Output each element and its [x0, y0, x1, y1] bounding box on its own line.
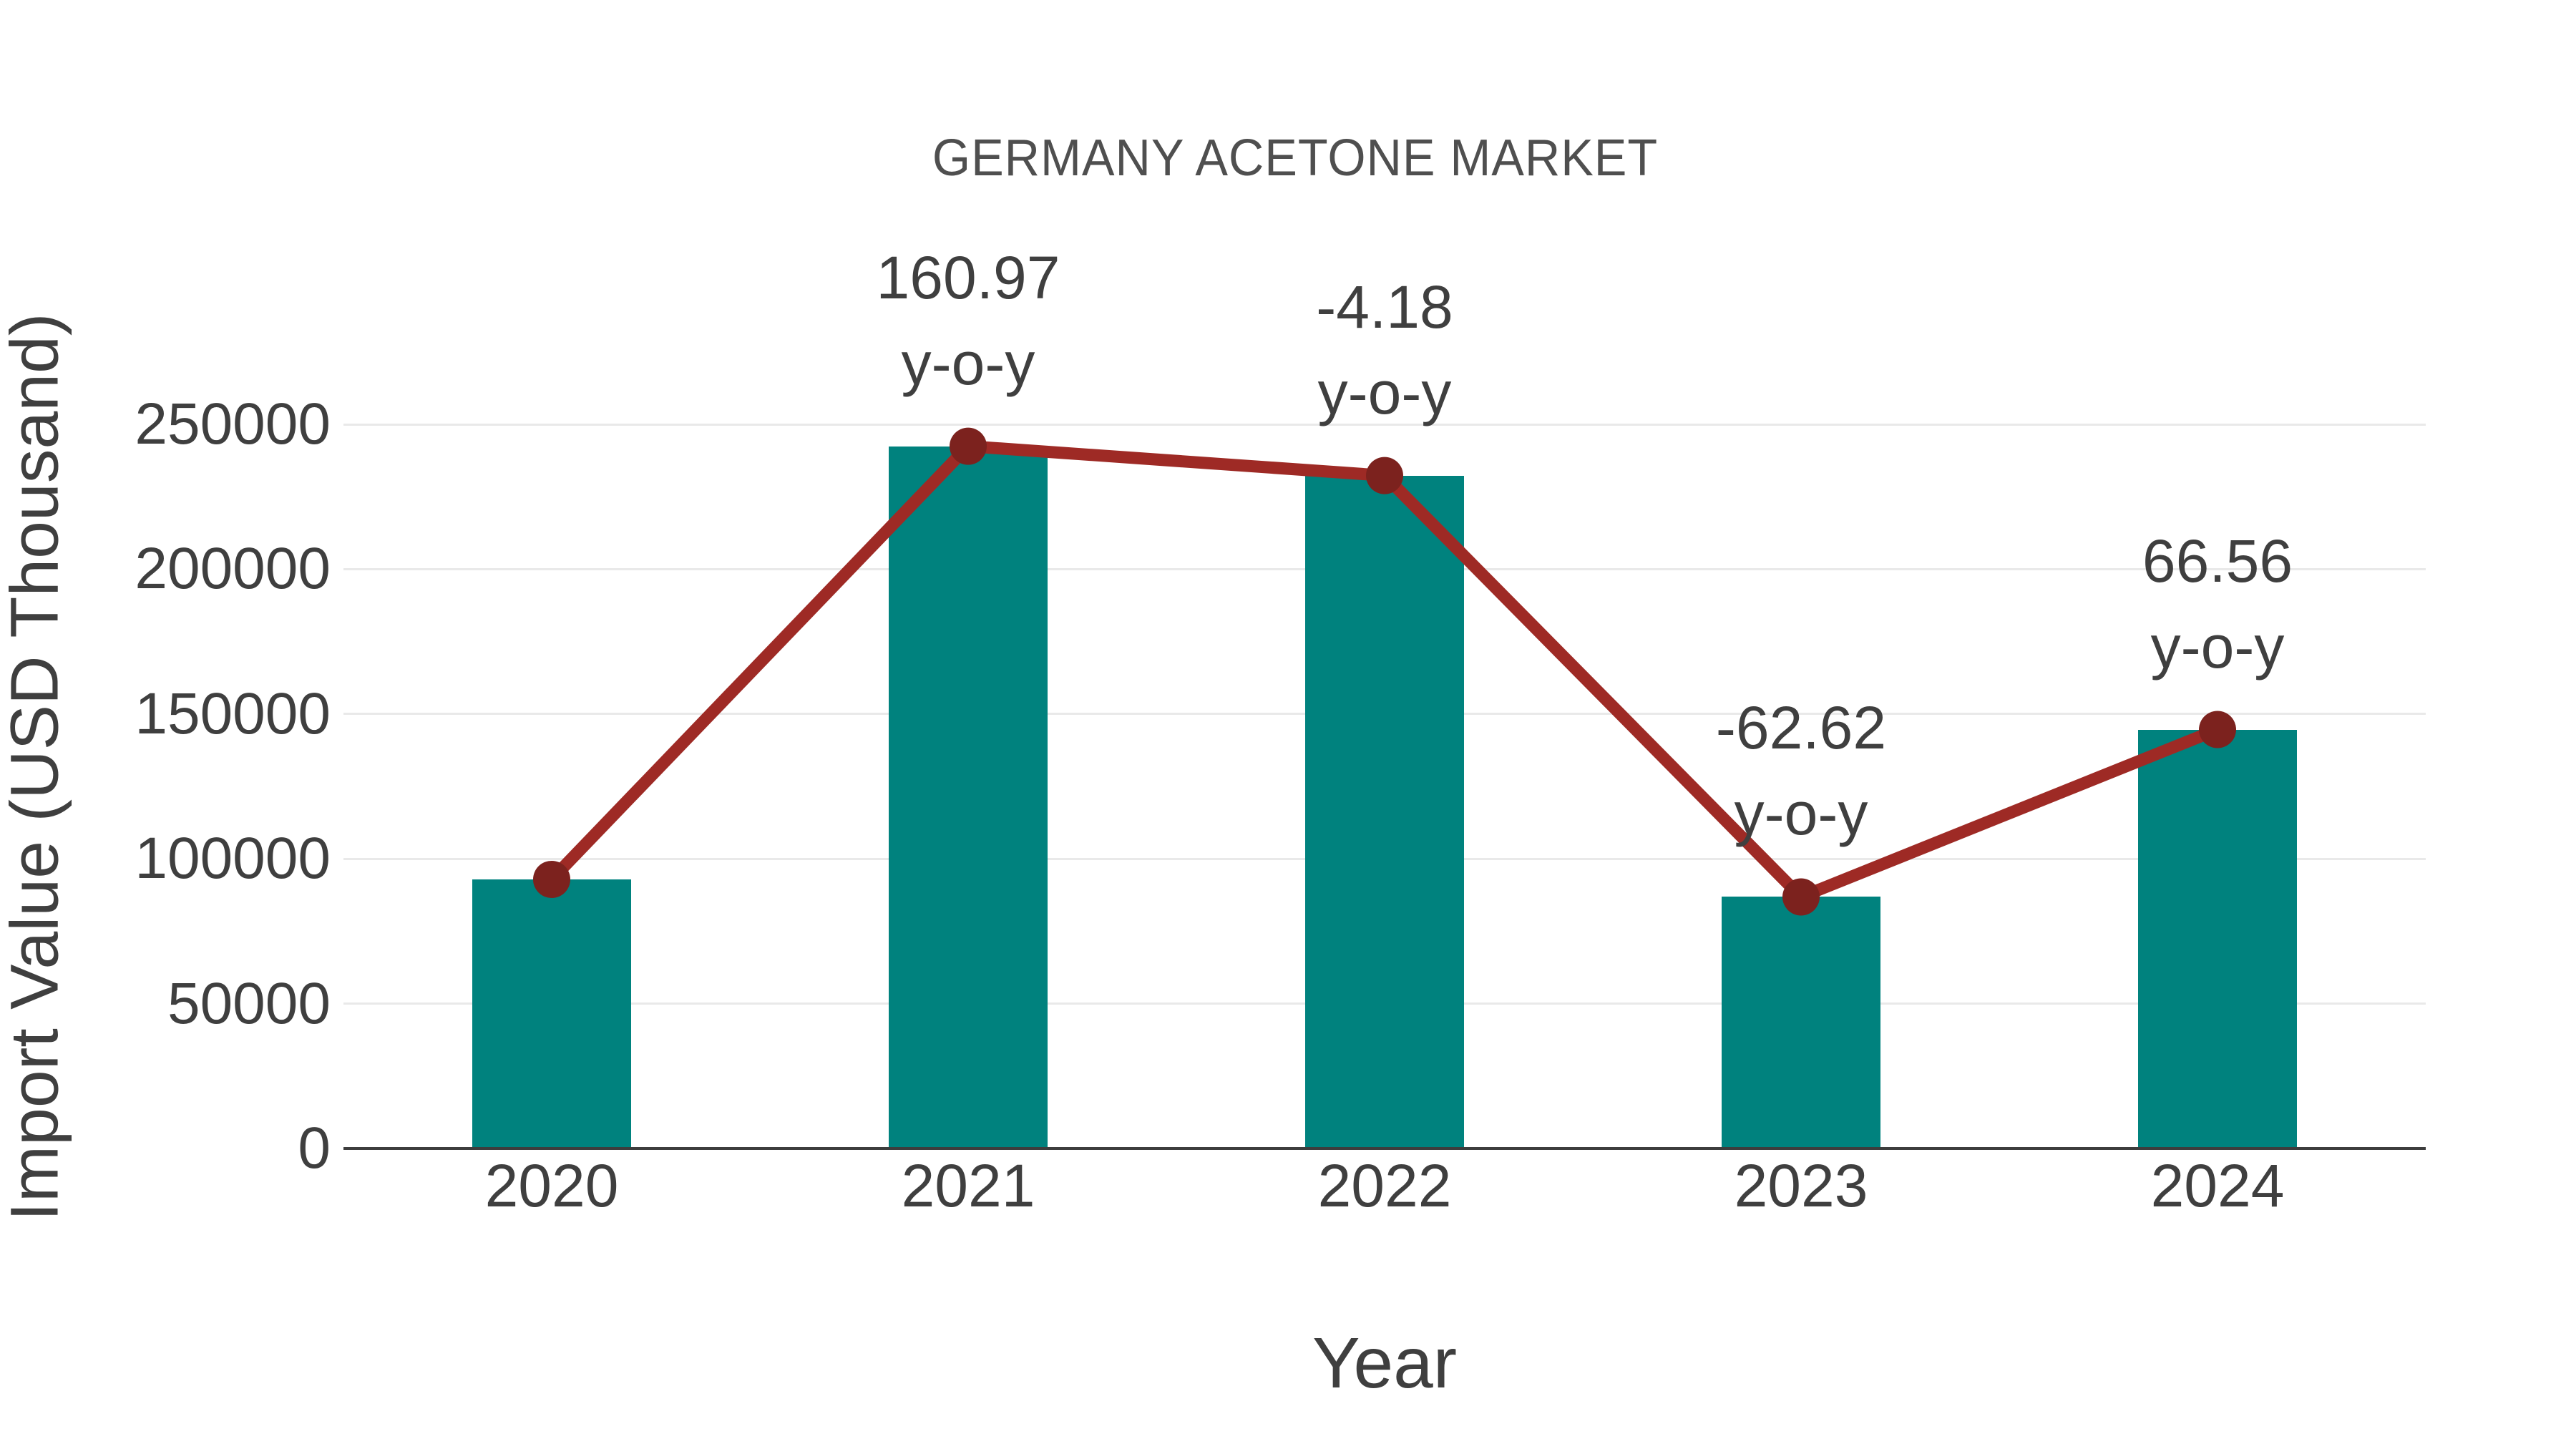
x-tick-label-2021: 2021 — [901, 1152, 1035, 1219]
bar-2023 — [1722, 897, 1880, 1148]
x-axis-title: Year — [1312, 1323, 1458, 1403]
data-point-2024 — [2199, 711, 2236, 748]
yoy-line — [547, 439, 2220, 904]
yoy-annotation-2022: -4.18 y-o-y — [1316, 273, 1453, 426]
bar-2021 — [889, 446, 1048, 1148]
y-tick-label-100000: 100000 — [135, 826, 331, 892]
yoy-annotation-2021: 160.97 y-o-y — [876, 243, 1060, 397]
y-tick-label-200000: 200000 — [135, 536, 331, 602]
chart-title: GERMANY ACETONE MARKET — [932, 130, 1659, 187]
x-tick-label-2024: 2024 — [2150, 1152, 2285, 1219]
x-axis-baseline — [343, 1147, 2426, 1150]
bar-2020 — [472, 879, 631, 1148]
data-point-2020 — [533, 860, 570, 898]
x-tick-label-2023: 2023 — [1734, 1152, 1868, 1219]
x-tick-label-2022: 2022 — [1317, 1152, 1452, 1219]
yoy-annotation-2024: 66.56 y-o-y — [2142, 527, 2293, 680]
yoy-annotation-2023: -62.62 y-o-y — [1715, 694, 1887, 848]
y-tick-label-250000: 250000 — [135, 391, 331, 457]
data-point-2023 — [1782, 878, 1820, 916]
y-tick-label-50000: 50000 — [167, 970, 331, 1036]
y-tick-label-150000: 150000 — [135, 680, 331, 746]
gridline-250000 — [343, 423, 2426, 426]
data-point-2022 — [1366, 457, 1403, 494]
y-tick-label-0: 0 — [298, 1116, 331, 1181]
bar-2024 — [2138, 729, 2297, 1148]
x-tick-label-2020: 2020 — [484, 1152, 619, 1219]
data-point-2021 — [950, 427, 987, 465]
bar-2022 — [1305, 475, 1464, 1148]
